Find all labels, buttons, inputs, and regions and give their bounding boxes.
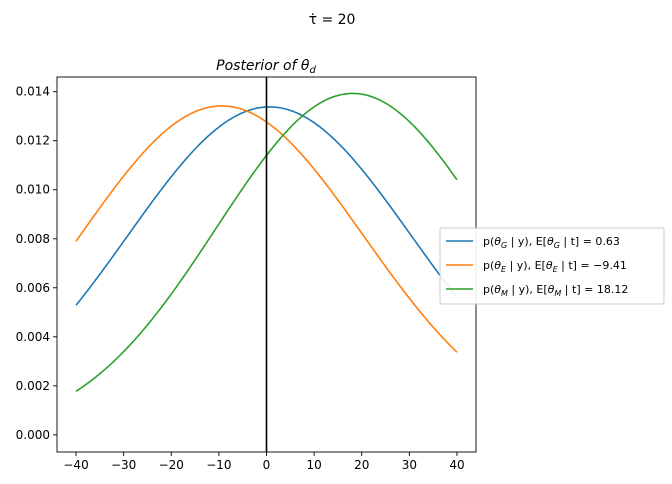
figure-suptitle: τ̇ = 20 (309, 12, 356, 28)
y-tick-label: 0.000 (16, 428, 50, 442)
y-tick-label: 0.010 (16, 183, 50, 197)
x-axis: −40 −30 −20 −10 0 10 20 30 40 (63, 452, 465, 472)
y-tick-label: 0.002 (16, 379, 50, 393)
y-tick-label: 0.008 (16, 232, 50, 246)
legend-label: p(θM | y), E[θM | t] = 18.12 (483, 283, 628, 298)
x-tick-label: 40 (449, 458, 464, 472)
legend: p(θG | y), E[θG | t] = 0.63 p(θE | y), E[… (439, 227, 665, 305)
x-tick-label: 20 (354, 458, 369, 472)
y-tick-label: 0.014 (16, 85, 50, 99)
y-tick-label: 0.006 (16, 281, 50, 295)
y-axis: 0.000 0.002 0.004 0.006 0.008 0.010 0.012 0.014 (16, 85, 57, 442)
legend-label: p(θG | y), E[θG | t] = 0.63 (483, 235, 620, 250)
y-tick-label: 0.004 (16, 330, 50, 344)
plot-area (56, 76, 477, 453)
legend-label: p(θE | y), E[θE | t] = −9.41 (483, 259, 627, 274)
x-tick-label: 0 (263, 458, 271, 472)
chart-title-subscript: d (309, 65, 316, 76)
x-tick-label: −10 (206, 458, 231, 472)
legend-frame (439, 227, 665, 305)
x-tick-label: −20 (159, 458, 184, 472)
x-tick-label: 30 (402, 458, 417, 472)
x-tick-label: 10 (306, 458, 321, 472)
chart-title: Posterior of θd (216, 58, 316, 76)
x-tick-label: −40 (63, 458, 88, 472)
y-tick-label: 0.012 (16, 134, 50, 148)
x-tick-label: −30 (111, 458, 136, 472)
chart-title-text: Posterior of θ (216, 58, 310, 74)
